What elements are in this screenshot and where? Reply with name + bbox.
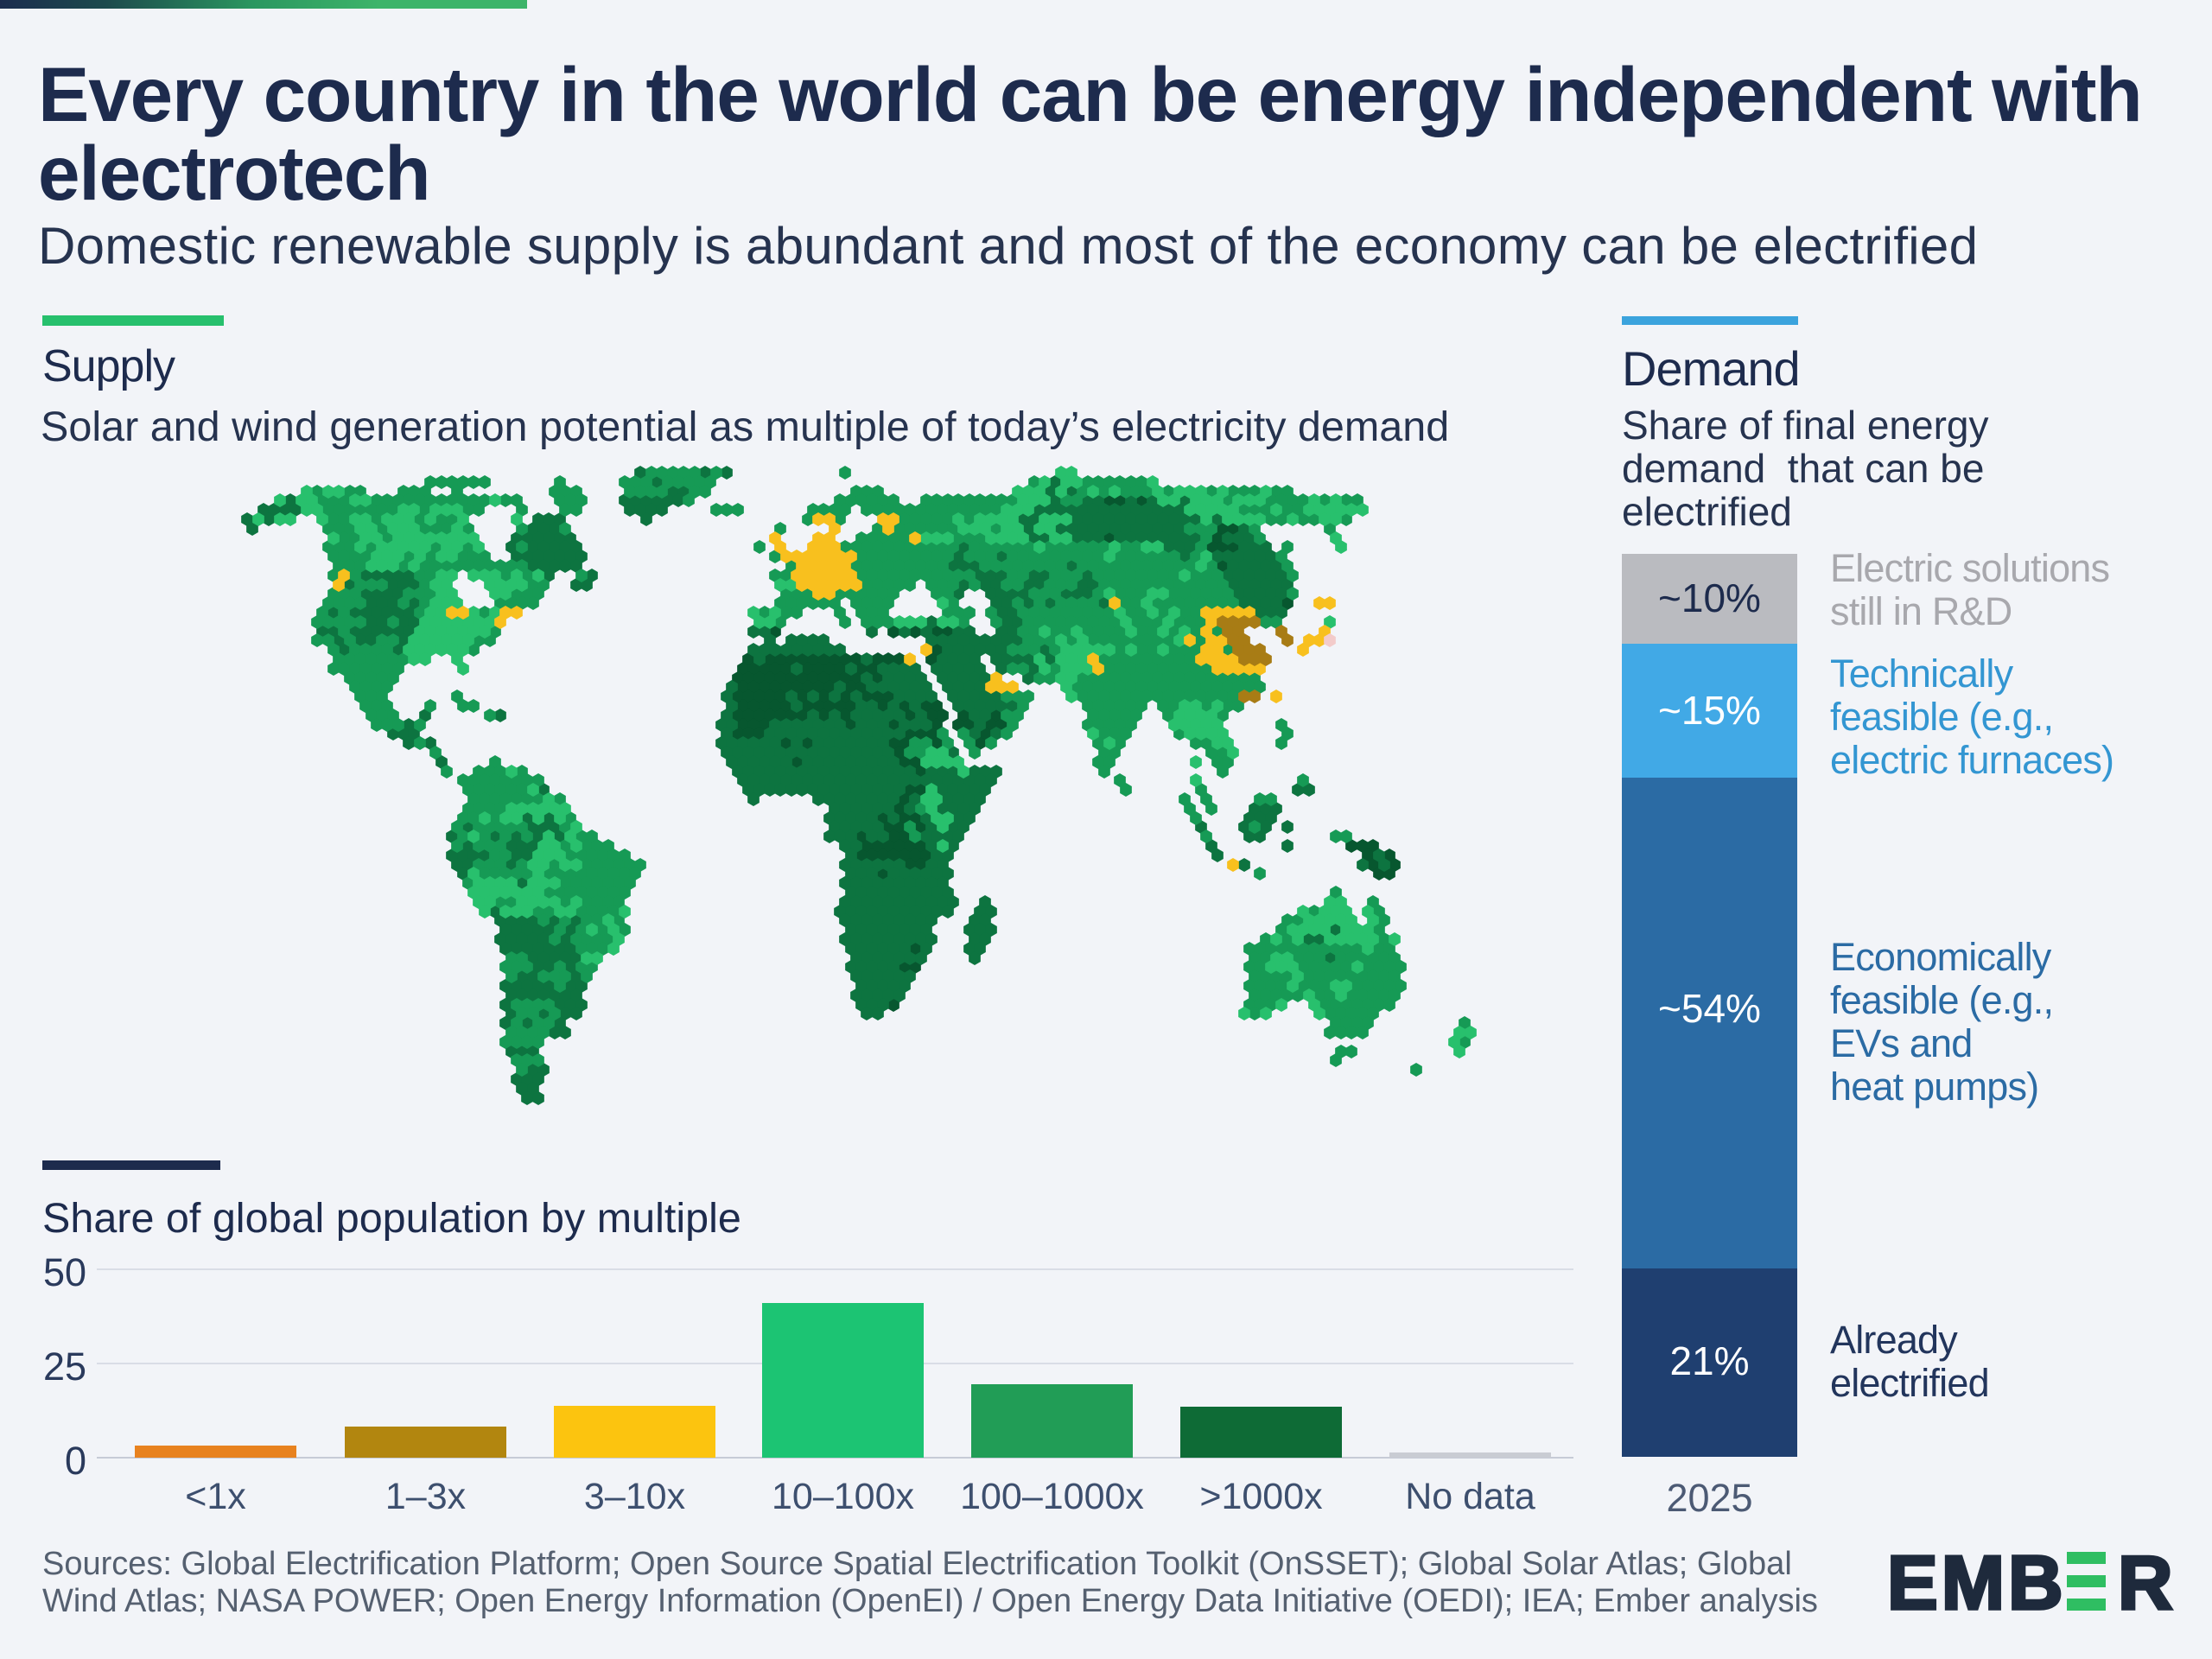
svg-text:R: R — [2118, 1551, 2173, 1615]
svg-text:EMB: EMB — [1887, 1551, 2067, 1615]
